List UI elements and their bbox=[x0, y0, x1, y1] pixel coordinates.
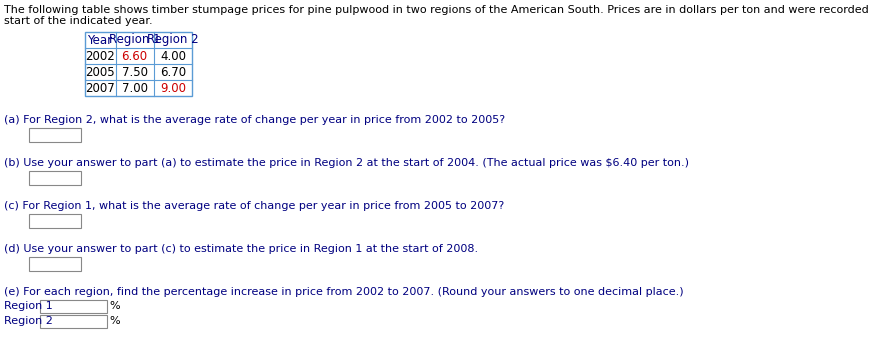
Text: Region 2: Region 2 bbox=[3, 316, 52, 326]
Bar bbox=[30, 128, 81, 142]
Text: %: % bbox=[109, 301, 119, 311]
Bar bbox=[30, 214, 81, 228]
Text: start of the indicated year.: start of the indicated year. bbox=[3, 16, 152, 26]
Bar bbox=[40, 315, 106, 328]
Bar bbox=[40, 300, 106, 313]
Text: (d) Use your answer to part (c) to estimate the price in Region 1 at the start o: (d) Use your answer to part (c) to estim… bbox=[3, 244, 478, 254]
Text: 9.00: 9.00 bbox=[160, 81, 186, 94]
Text: 4.00: 4.00 bbox=[160, 50, 186, 62]
Bar bbox=[30, 171, 81, 185]
Text: (b) Use your answer to part (a) to estimate the price in Region 2 at the start o: (b) Use your answer to part (a) to estim… bbox=[3, 158, 689, 168]
Text: 7.50: 7.50 bbox=[122, 65, 147, 79]
Text: Year: Year bbox=[87, 33, 112, 47]
Text: %: % bbox=[109, 316, 119, 326]
Text: Region 1: Region 1 bbox=[3, 301, 52, 311]
Text: 6.60: 6.60 bbox=[122, 50, 148, 62]
Text: 2005: 2005 bbox=[85, 65, 115, 79]
Text: The following table shows timber stumpage prices for pine pulpwood in two region: The following table shows timber stumpag… bbox=[3, 5, 871, 15]
Bar bbox=[30, 257, 81, 271]
Text: 6.70: 6.70 bbox=[159, 65, 186, 79]
Text: (a) For Region 2, what is the average rate of change per year in price from 2002: (a) For Region 2, what is the average ra… bbox=[3, 115, 505, 125]
Text: Region 2: Region 2 bbox=[147, 33, 199, 47]
Text: (e) For each region, find the percentage increase in price from 2002 to 2007. (R: (e) For each region, find the percentage… bbox=[3, 287, 684, 297]
Text: Region 1: Region 1 bbox=[109, 33, 160, 47]
Text: 2002: 2002 bbox=[85, 50, 115, 62]
Text: (c) For Region 1, what is the average rate of change per year in price from 2005: (c) For Region 1, what is the average ra… bbox=[3, 201, 504, 211]
Bar bbox=[84, 32, 192, 96]
Text: 7.00: 7.00 bbox=[122, 81, 147, 94]
Text: 2007: 2007 bbox=[85, 81, 115, 94]
